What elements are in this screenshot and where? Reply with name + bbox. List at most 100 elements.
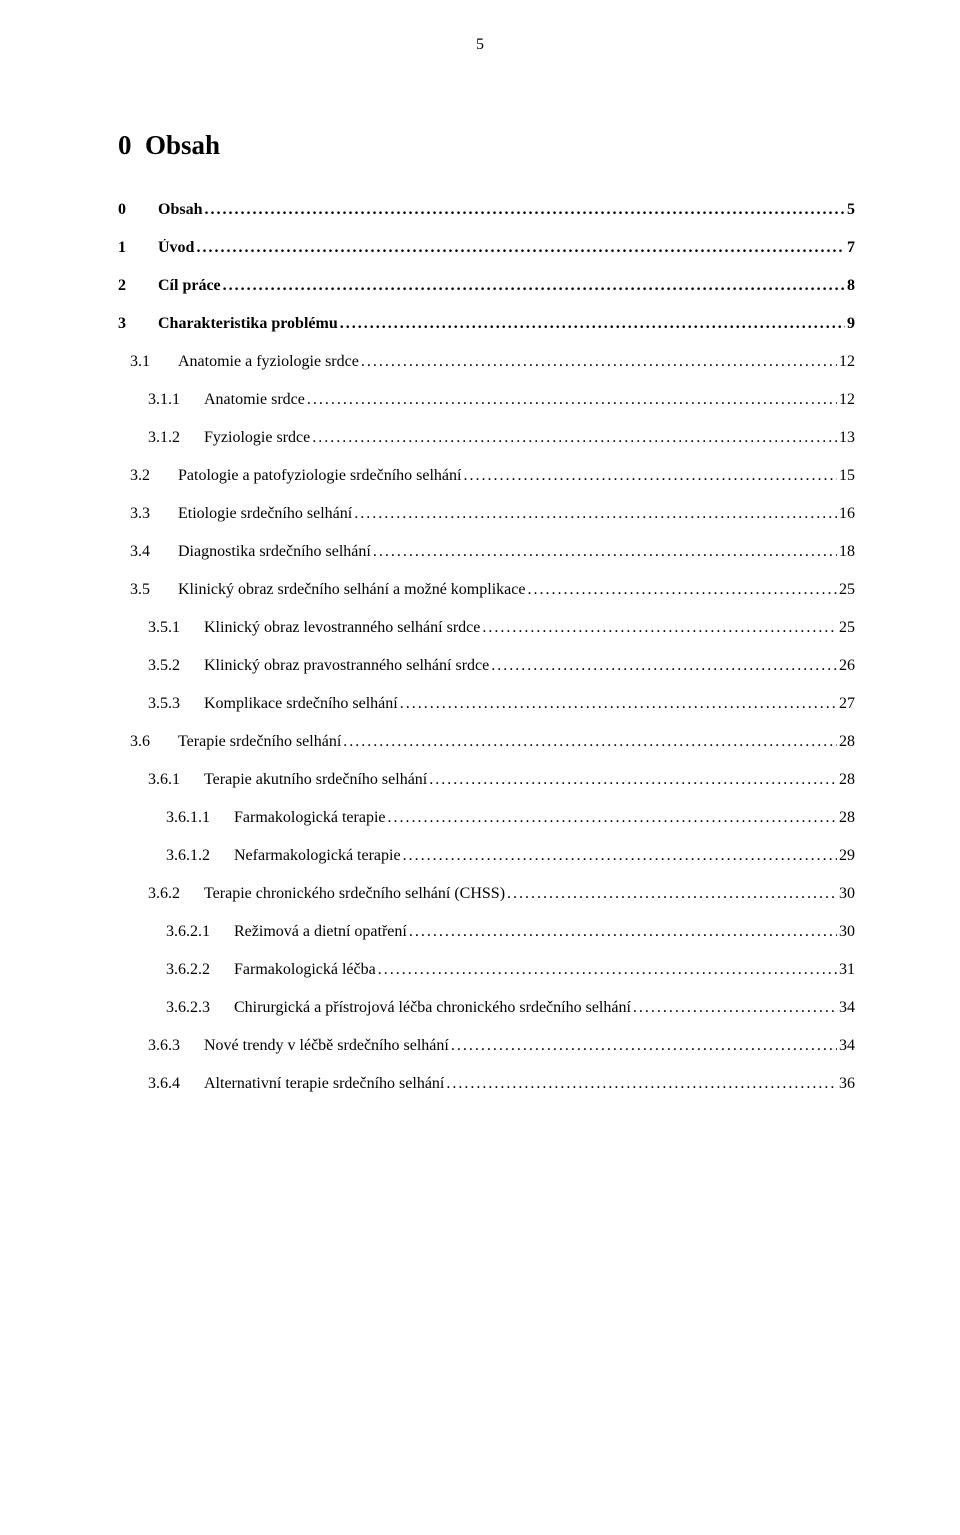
toc-entry-label: Farmakologická terapie [234,809,388,827]
toc-leader [204,201,845,219]
toc-entry-number: 3.6 [118,733,178,751]
toc-entry-number: 3.6.1.2 [118,847,234,865]
toc-entry-page: 7 [845,239,855,257]
toc-entry: 3.6.2Terapie chronického srdečního selhá… [118,885,855,903]
toc-entry-number: 3.6.2 [118,885,204,903]
toc-entry-label: Fyziologie srdce [204,429,312,447]
toc-entry: 3.4Diagnostika srdečního selhání 18 [118,543,855,561]
toc-entry: 3.6.1.2Nefarmakologická terapie 29 [118,847,855,865]
toc-leader [507,885,837,903]
toc-entry-page: 30 [837,923,855,941]
toc-leader [633,999,837,1017]
title-number: 0 [118,130,132,160]
toc-entry: 3.3Etiologie srdečního selhání16 [118,505,855,523]
toc-entry-label: Terapie chronického srdečního selhání (C… [204,885,507,903]
toc-entry-page: 18 [837,543,855,561]
toc-entry-label: Chirurgická a přístrojová léčba chronick… [234,999,633,1017]
toc-entry: 3.1.1Anatomie srdce 12 [118,391,855,409]
toc-entry-number: 3.5.1 [118,619,204,637]
toc-entry-page: 5 [845,201,855,219]
toc-leader [451,1037,837,1055]
toc-entry-page: 8 [845,277,855,295]
toc-entry: 3.1Anatomie a fyziologie srdce12 [118,353,855,371]
toc-entry-number: 3.1.1 [118,391,204,409]
toc-entry: 3.6.4Alternativní terapie srdečního selh… [118,1075,855,1093]
toc-entry-number: 3.3 [118,505,178,523]
toc-entry: 1Úvod 7 [118,239,855,257]
toc-entry: 3.6.2.3Chirurgická a přístrojová léčba c… [118,999,855,1017]
toc-entry-page: 29 [837,847,855,865]
toc-entry: 3.6.3Nové trendy v léčbě srdečního selhá… [118,1037,855,1055]
toc-entry: 3.2Patologie a patofyziologie srdečního … [118,467,855,485]
toc-entry-label: Úvod [158,239,196,257]
toc-leader [463,467,837,485]
toc-entry: 3.6.2.1Režimová a dietní opatření30 [118,923,855,941]
toc-entry-label: Nové trendy v léčbě srdečního selhání [204,1037,451,1055]
toc-entry-page: 28 [837,771,855,789]
toc-entry-page: 15 [837,467,855,485]
toc-entry-label: Klinický obraz pravostranného selhání sr… [204,657,491,675]
toc-entry: 0Obsah5 [118,201,855,219]
toc-entry-number: 3.1.2 [118,429,204,447]
toc-entry-label: Terapie akutního srdečního selhání [204,771,429,789]
toc-entry-page: 34 [837,1037,855,1055]
toc-entry-page: 30 [837,885,855,903]
toc-entry-number: 3.5 [118,581,178,599]
toc-entry-number: 3.4 [118,543,178,561]
toc-entry-label: Komplikace srdečního selhání [204,695,400,713]
toc-entry: 3.6Terapie srdečního selhání28 [118,733,855,751]
toc-entry-number: 3.2 [118,467,178,485]
toc-entry-number: 3.1 [118,353,178,371]
toc-entry: 3.6.1.1Farmakologická terapie28 [118,809,855,827]
toc-entry-label: Diagnostika srdečního selhání [178,543,373,561]
toc-leader [340,315,845,333]
toc-entry-page: 16 [837,505,855,523]
toc-entry-number: 3.6.1 [118,771,204,789]
toc-leader [354,505,837,523]
toc-leader [343,733,837,751]
toc-entry: 3.5Klinický obraz srdečního selhání a mo… [118,581,855,599]
toc-entry-label: Patologie a patofyziologie srdečního sel… [178,467,463,485]
toc-entry-label: Nefarmakologická terapie [234,847,403,865]
toc-entry-number: 3.6.2.2 [118,961,234,979]
toc-leader [400,695,837,713]
title-text: Obsah [145,130,220,160]
toc-leader [378,961,837,979]
toc-entry-label: Charakteristika problému [158,315,340,333]
toc-leader [312,429,837,447]
toc-entry-label: Anatomie srdce [204,391,307,409]
toc-leader [196,239,845,257]
toc-entry: 3Charakteristika problému9 [118,315,855,333]
toc-entry: 3.5.1Klinický obraz levostranného selhán… [118,619,855,637]
page-title: 0 Obsah [118,130,855,161]
toc-entry: 3.1.2Fyziologie srdce 13 [118,429,855,447]
toc-entry: 2Cíl práce 8 [118,277,855,295]
toc-leader [373,543,837,561]
toc-entry-number: 3.6.4 [118,1075,204,1093]
toc-entry-page: 12 [837,353,855,371]
toc-entry-number: 3.5.2 [118,657,204,675]
toc-entry-number: 3 [118,315,158,333]
toc-entry-number: 1 [118,239,158,257]
toc-leader [223,277,845,295]
page-number: 5 [0,36,960,54]
toc-entry-page: 12 [837,391,855,409]
toc-leader [429,771,837,789]
toc-leader [446,1075,837,1093]
toc-entry-page: 34 [837,999,855,1017]
toc-entry-number: 3.6.3 [118,1037,204,1055]
toc-leader [403,847,837,865]
toc-entry: 3.5.3Komplikace srdečního selhání27 [118,695,855,713]
toc-entry-number: 3.6.2.3 [118,999,234,1017]
toc-entry-page: 13 [837,429,855,447]
toc-entry-label: Cíl práce [158,277,223,295]
toc-leader [409,923,837,941]
toc-entry-page: 28 [837,809,855,827]
toc-entry: 3.6.1Terapie akutního srdečního selhání 2… [118,771,855,789]
toc-entry-number: 2 [118,277,158,295]
toc-entry-page: 26 [837,657,855,675]
toc-leader [307,391,837,409]
toc-leader [482,619,837,637]
toc-entry-page: 28 [837,733,855,751]
toc-entry-label: Obsah [158,201,204,219]
